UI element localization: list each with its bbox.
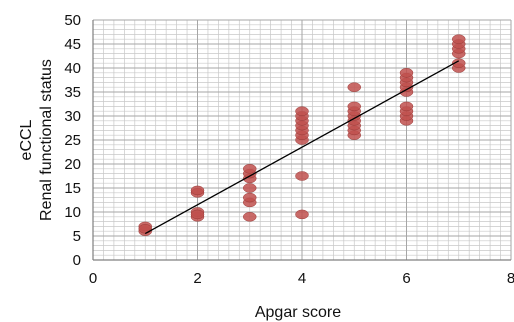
- x-tick-label: 4: [298, 270, 306, 287]
- axes: [92, 20, 511, 261]
- x-tick-labels: 0 2 4 6 8: [89, 270, 514, 287]
- x-tick-label: 0: [89, 270, 97, 287]
- y-tick-label: 25: [64, 132, 81, 149]
- x-tick-label: 8: [507, 270, 514, 287]
- y-axis-title-line-2: Renal functional status: [38, 59, 55, 221]
- data-point: [347, 82, 361, 92]
- y-tick-label: 30: [64, 108, 81, 125]
- y-tick-label: 45: [64, 36, 81, 53]
- data-point: [295, 209, 309, 220]
- x-axis-title: Apgar score: [255, 304, 341, 321]
- y-tick-label: 20: [64, 156, 81, 173]
- data-point: [347, 101, 361, 112]
- data-point: [399, 68, 414, 78]
- trendline-group: [144, 60, 460, 235]
- data-point: [452, 58, 466, 68]
- data-point: [190, 209, 205, 220]
- y-tick-label: 0: [73, 252, 81, 269]
- y-tick-label: 5: [73, 228, 81, 245]
- data-point: [243, 164, 257, 174]
- y-tick-label: 35: [64, 84, 81, 101]
- data-point: [399, 101, 414, 112]
- y-axis-title-line-1: eCCL: [18, 119, 35, 160]
- data-point: [295, 171, 309, 181]
- x-tick-label: 2: [193, 270, 201, 287]
- y-tick-label: 10: [64, 204, 81, 221]
- data-point: [243, 192, 257, 203]
- data-points: [138, 34, 466, 236]
- data-point: [452, 34, 466, 44]
- data-point: [243, 212, 257, 222]
- y-tick-label: 40: [64, 60, 81, 77]
- y-tick-label: 15: [64, 180, 81, 197]
- data-point: [295, 106, 309, 116]
- y-tick-label: 50: [64, 12, 81, 29]
- data-point: [190, 185, 205, 196]
- x-tick-label: 6: [402, 270, 410, 287]
- trendline: [144, 60, 460, 235]
- y-tick-labels: 0 5 10 15 20 25 30 35 40 45 50: [64, 12, 81, 269]
- data-point: [243, 183, 257, 193]
- data-point: [138, 224, 152, 234]
